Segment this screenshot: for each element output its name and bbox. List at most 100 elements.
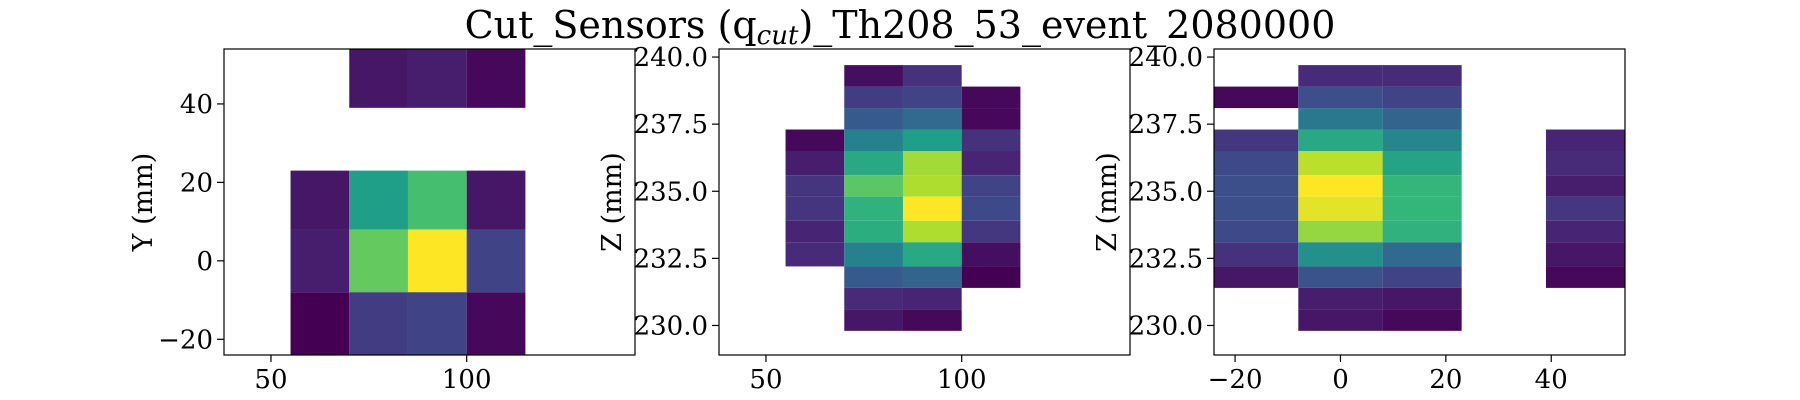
heatmap-cell xyxy=(407,229,467,293)
title-rest: )_Th208_53_event_2080000 xyxy=(798,3,1335,48)
heatmap-cell xyxy=(1382,196,1462,221)
heatmap-cell xyxy=(1214,129,1299,151)
heatmap-cell xyxy=(1298,242,1383,267)
heatmap-cell xyxy=(1298,220,1383,243)
heatmap-cell xyxy=(902,309,962,331)
heatmap-cell xyxy=(844,108,903,130)
heatmap-cell xyxy=(290,292,350,355)
heatmap-cell xyxy=(1382,309,1462,331)
heatmap-cell xyxy=(902,129,962,151)
axes-frame-xy xyxy=(223,48,636,356)
y-tick-label: 230.0 xyxy=(634,311,708,341)
y-tick-label: 230.0 xyxy=(1129,311,1203,341)
heatmap-cell xyxy=(961,151,1021,176)
heatmap-cell xyxy=(290,170,350,230)
heatmap-cell xyxy=(466,49,526,108)
y-tick-label: 237.5 xyxy=(634,110,708,140)
heatmap-cell xyxy=(1298,175,1383,197)
heatmap-cell xyxy=(407,292,467,355)
heatmap-cell xyxy=(1298,287,1383,310)
heatmap-cell xyxy=(290,229,350,293)
heatmap-cell xyxy=(407,170,467,230)
x-tick-label: 50 xyxy=(254,365,287,395)
heatmap-cell xyxy=(466,292,526,355)
heatmap-cell xyxy=(1382,266,1462,288)
y-tick-label: 240.0 xyxy=(634,43,708,73)
y-tick-label: −20 xyxy=(158,325,213,355)
heatmap-cell xyxy=(1382,175,1462,197)
heatmap-cell xyxy=(1382,287,1462,310)
heatmap-cell xyxy=(961,242,1021,267)
heatmap-panel-yz: −20 0 20 40 230.0 232.5 235.0 237.5 240.0 Z (mm) xyxy=(1092,43,1626,395)
figure-title: Cut_Sensors (qcut)_Th208_53_event_208000… xyxy=(465,3,1336,51)
heatmap-cell xyxy=(1382,220,1462,243)
heatmap-cell xyxy=(902,196,962,221)
heatmap-cells xyxy=(785,65,1021,331)
heatmap-cell xyxy=(1214,151,1299,176)
heatmap-cell xyxy=(466,170,526,230)
heatmap-cell xyxy=(466,229,526,293)
x-tick-label: 20 xyxy=(1429,365,1462,395)
heatmap-cell xyxy=(1214,175,1299,197)
heatmap-cell xyxy=(961,196,1021,221)
title-main: Cut_Sensors (q xyxy=(465,3,757,48)
y-tick-label: 20 xyxy=(180,168,213,198)
heatmap-cell xyxy=(1214,266,1299,288)
x-tick-label: 40 xyxy=(1535,365,1568,395)
heatmap-cell xyxy=(1545,175,1625,197)
heatmap-cell xyxy=(1545,220,1625,243)
title-subscript: cut xyxy=(757,21,799,51)
axes-frame-yz xyxy=(1213,48,1626,356)
x-tick-label: 100 xyxy=(442,365,492,395)
y-tick-label: 232.5 xyxy=(634,244,708,274)
heatmap-cell xyxy=(961,266,1021,288)
heatmap-cell xyxy=(902,287,962,310)
heatmap-cell xyxy=(1382,65,1462,87)
heatmap-cell xyxy=(1545,242,1625,267)
heatmap-cell xyxy=(785,175,845,197)
heatmap-cell xyxy=(902,175,962,197)
y-axis-label: Y (mm) xyxy=(128,153,159,253)
heatmap-cell xyxy=(844,129,903,151)
heatmap-cell xyxy=(1298,129,1383,151)
heatmap-cell xyxy=(1382,129,1462,151)
heatmap-cell xyxy=(1214,242,1299,267)
heatmap-cell xyxy=(1545,129,1625,151)
heatmap-cell xyxy=(961,220,1021,243)
heatmap-cell xyxy=(844,151,903,176)
x-tick-label: 50 xyxy=(749,365,782,395)
heatmap-cell xyxy=(844,242,903,267)
heatmap-cell xyxy=(349,170,408,230)
heatmap-cell xyxy=(961,108,1021,130)
heatmap-cell xyxy=(902,242,962,267)
heatmap-cell xyxy=(1382,108,1462,130)
y-tick-label: 240.0 xyxy=(1129,43,1203,73)
heatmap-cell xyxy=(785,196,845,221)
heatmap-cell xyxy=(1298,65,1383,87)
heatmap-cell xyxy=(785,242,845,267)
heatmap-cell xyxy=(844,309,903,331)
heatmap-cells xyxy=(1214,65,1625,331)
heatmap-cell xyxy=(1214,220,1299,243)
heatmap-cell xyxy=(785,220,845,243)
heatmap-cell xyxy=(1545,196,1625,221)
heatmap-cell xyxy=(844,86,903,109)
y-tick-label: 235.0 xyxy=(634,177,708,207)
heatmap-cell xyxy=(844,65,903,87)
heatmap-cell xyxy=(785,129,845,151)
heatmap-cell xyxy=(1298,86,1383,109)
heatmap-cell xyxy=(902,220,962,243)
heatmap-cell xyxy=(349,292,408,355)
y-axis-label: Z (mm) xyxy=(1092,152,1123,252)
heatmap-cell xyxy=(1382,151,1462,176)
heatmap-cell xyxy=(1382,242,1462,267)
heatmap-cell xyxy=(349,229,408,293)
heatmap-cell xyxy=(349,49,408,108)
heatmap-cell xyxy=(785,151,845,176)
y-tick-label: 0 xyxy=(196,247,213,277)
x-tick-label: 100 xyxy=(937,365,987,395)
heatmap-cell xyxy=(844,287,903,310)
heatmap-cell xyxy=(902,65,962,87)
y-axis-label: Z (mm) xyxy=(597,152,628,252)
